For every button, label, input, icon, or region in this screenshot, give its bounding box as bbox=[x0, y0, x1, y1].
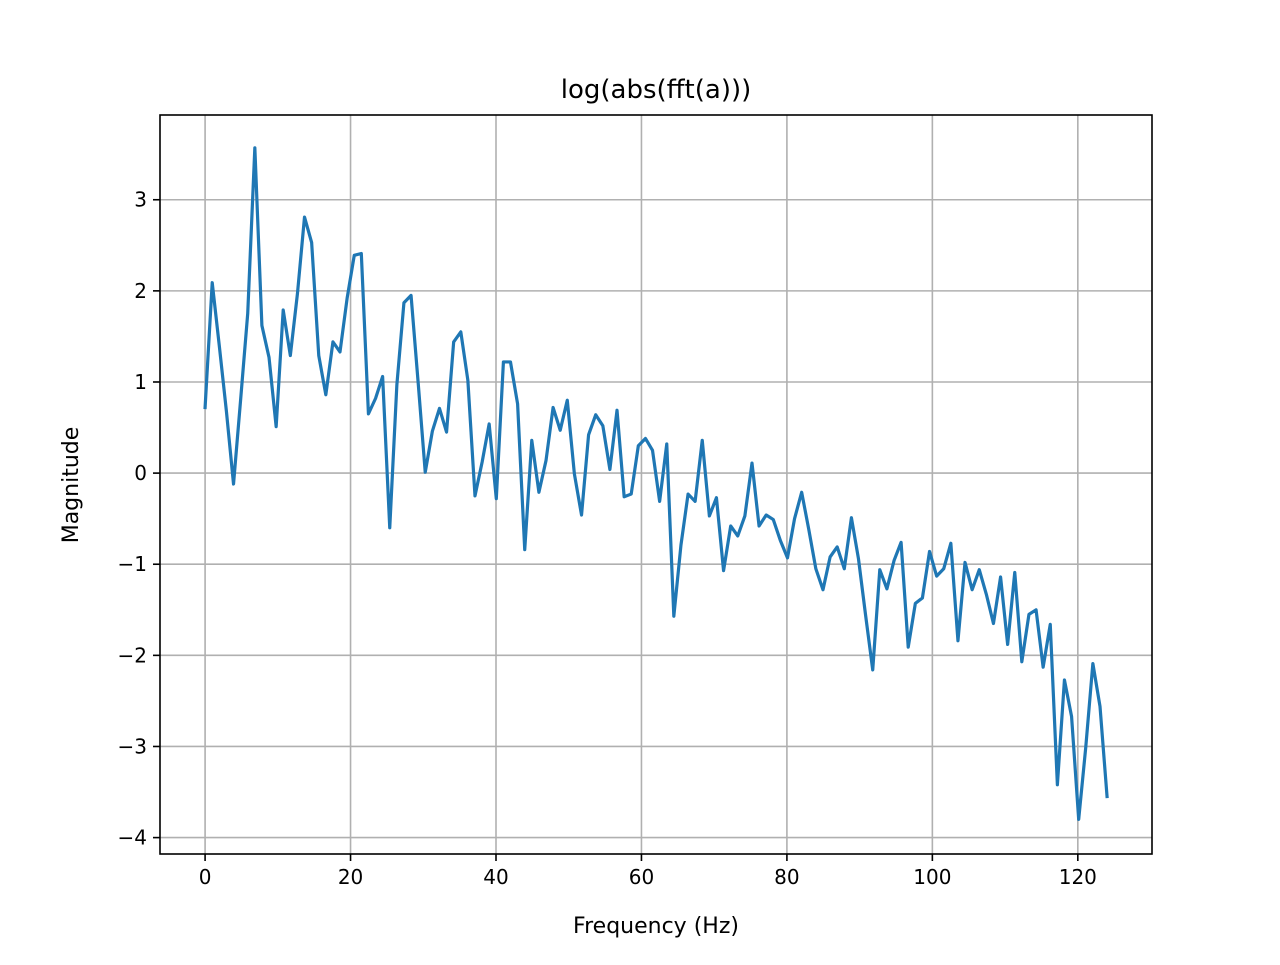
axis-ticks: 0 20 40 60 80 100 120 −4 −3 −2 −1 0 1 2 3 bbox=[118, 188, 1097, 889]
axes-frame bbox=[159, 114, 1153, 855]
x-tick-label: 80 bbox=[774, 865, 799, 889]
y-tick-label: −3 bbox=[118, 734, 147, 758]
x-axis-label: Frequency (Hz) bbox=[573, 914, 739, 939]
y-tick-label: 3 bbox=[134, 188, 147, 212]
x-tick-label: 40 bbox=[483, 865, 508, 889]
y-tick-label: −1 bbox=[118, 552, 147, 576]
y-tick-label: 2 bbox=[134, 279, 147, 303]
y-tick-label: 0 bbox=[134, 461, 147, 485]
series-line bbox=[203, 146, 1109, 821]
x-tick-label: 60 bbox=[629, 865, 654, 889]
x-tick-label: 0 bbox=[199, 865, 212, 889]
x-tick-label: 20 bbox=[338, 865, 363, 889]
chart-title: log(abs(fft(a))) bbox=[561, 75, 752, 105]
y-tick-label: 1 bbox=[134, 370, 147, 394]
grid bbox=[160, 115, 1152, 854]
x-tick-label: 100 bbox=[913, 865, 951, 889]
y-tick-label: −4 bbox=[118, 826, 147, 850]
x-tick-label: 120 bbox=[1059, 865, 1097, 889]
plot-area bbox=[203, 146, 1109, 821]
y-axis-label: Magnitude bbox=[59, 427, 84, 544]
y-tick-label: −2 bbox=[118, 643, 147, 667]
